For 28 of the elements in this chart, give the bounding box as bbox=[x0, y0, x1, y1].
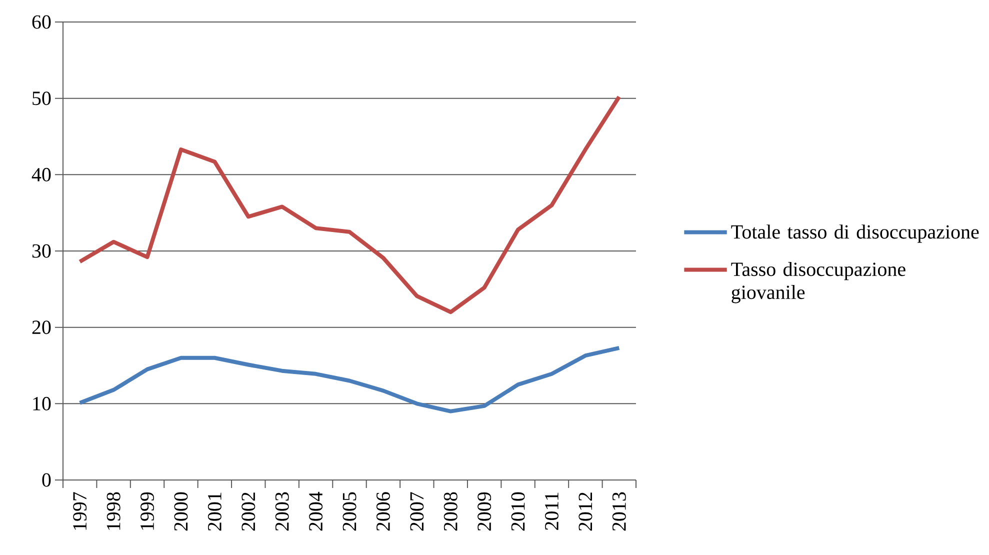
x-tick-label: 2008 bbox=[444, 492, 458, 531]
line-series bbox=[78, 346, 622, 414]
y-tick-label: 40 bbox=[32, 168, 51, 182]
x-tick-label: 2006 bbox=[376, 492, 390, 531]
x-tick-label: 2009 bbox=[478, 492, 492, 531]
y-tick-label: 0 bbox=[42, 473, 51, 487]
x-tick-label: 1999 bbox=[140, 492, 154, 530]
x-tick-label: 2004 bbox=[309, 492, 323, 531]
x-tick-label: 2011 bbox=[544, 492, 558, 530]
x-tick-label: 2010 bbox=[511, 492, 525, 531]
x-tick-label: 1997 bbox=[73, 492, 87, 530]
x-tick-label: 2000 bbox=[174, 492, 188, 531]
x-tick-label: 2001 bbox=[208, 492, 222, 531]
y-tick-label: 20 bbox=[32, 320, 51, 334]
y-tick-label: 30 bbox=[32, 244, 51, 258]
x-tick-label: 2007 bbox=[410, 492, 424, 531]
y-tick-label: 10 bbox=[33, 396, 51, 410]
legend-label: Tasso disoccupazione giovanile bbox=[731, 262, 906, 304]
legend-label: Totale tasso di disoccupazione bbox=[731, 224, 979, 243]
line-series bbox=[78, 94, 622, 314]
x-tick-label: 2012 bbox=[578, 492, 592, 531]
x-tick-label: 2013 bbox=[612, 492, 626, 531]
y-tick-label: 50 bbox=[32, 92, 51, 106]
y-tick-label: 60 bbox=[32, 15, 51, 29]
x-tick-label: 1998 bbox=[106, 492, 120, 530]
x-tick-label: 2005 bbox=[342, 492, 356, 531]
x-tick-label: 2002 bbox=[242, 492, 256, 531]
x-tick-label: 2003 bbox=[275, 492, 289, 531]
